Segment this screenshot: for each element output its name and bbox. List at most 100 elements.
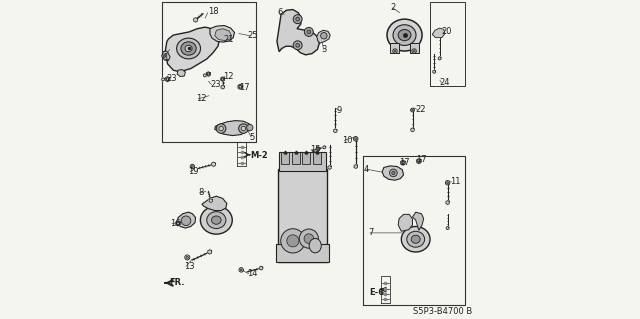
Ellipse shape (401, 226, 430, 252)
Ellipse shape (181, 42, 196, 55)
Polygon shape (401, 160, 405, 165)
Text: 20: 20 (441, 27, 452, 36)
Circle shape (355, 138, 356, 140)
Polygon shape (162, 78, 164, 81)
Ellipse shape (309, 239, 321, 253)
Circle shape (393, 49, 397, 53)
Polygon shape (277, 10, 319, 55)
Ellipse shape (407, 231, 424, 247)
Text: FR.: FR. (170, 278, 185, 287)
Text: 18: 18 (208, 7, 218, 16)
Polygon shape (210, 26, 234, 42)
Circle shape (353, 137, 358, 141)
Text: 22: 22 (416, 105, 426, 114)
Circle shape (304, 234, 314, 243)
Ellipse shape (185, 45, 192, 52)
Circle shape (216, 124, 226, 133)
Circle shape (413, 50, 415, 52)
Text: 4: 4 (364, 165, 369, 174)
Bar (390, 43, 399, 53)
Polygon shape (194, 18, 198, 22)
Polygon shape (238, 84, 243, 89)
Polygon shape (328, 166, 332, 169)
Text: 21: 21 (223, 35, 234, 44)
Circle shape (287, 235, 299, 247)
Bar (281, 152, 289, 164)
Ellipse shape (207, 212, 226, 228)
Circle shape (246, 124, 253, 131)
Circle shape (186, 256, 188, 259)
Polygon shape (417, 159, 421, 164)
Circle shape (239, 268, 243, 272)
Polygon shape (204, 74, 206, 77)
Text: 10: 10 (342, 136, 353, 145)
Polygon shape (398, 214, 413, 231)
Circle shape (394, 50, 396, 52)
Polygon shape (177, 70, 186, 77)
Ellipse shape (398, 30, 411, 41)
Polygon shape (215, 29, 231, 41)
Circle shape (219, 126, 223, 131)
Ellipse shape (393, 25, 416, 45)
Circle shape (321, 33, 327, 39)
Bar (302, 152, 310, 164)
Bar (292, 152, 300, 164)
Text: 5: 5 (249, 133, 255, 142)
Circle shape (239, 124, 248, 133)
Circle shape (390, 169, 397, 177)
Bar (276, 244, 329, 262)
Text: E-6: E-6 (369, 288, 385, 297)
Text: 13: 13 (184, 262, 195, 271)
Circle shape (307, 30, 311, 34)
Polygon shape (411, 128, 414, 132)
Text: 11: 11 (450, 177, 461, 186)
Text: 6: 6 (277, 8, 282, 17)
Polygon shape (162, 51, 170, 61)
Circle shape (447, 182, 449, 184)
Text: 12: 12 (223, 72, 233, 81)
Circle shape (163, 55, 164, 57)
Text: 25: 25 (247, 31, 257, 40)
Polygon shape (209, 199, 212, 203)
Polygon shape (333, 129, 337, 133)
Polygon shape (165, 77, 170, 82)
Text: 24: 24 (440, 78, 450, 87)
Circle shape (316, 147, 320, 151)
Polygon shape (221, 77, 225, 81)
Text: 23: 23 (167, 74, 177, 83)
Circle shape (300, 229, 319, 248)
Polygon shape (446, 226, 449, 230)
Circle shape (281, 229, 305, 253)
Polygon shape (413, 212, 424, 230)
Polygon shape (177, 212, 196, 228)
Polygon shape (438, 57, 441, 60)
Circle shape (181, 216, 191, 226)
Circle shape (240, 269, 242, 271)
Text: 7: 7 (368, 228, 373, 237)
Polygon shape (259, 266, 263, 270)
Bar (313, 152, 321, 164)
Polygon shape (446, 201, 449, 204)
Polygon shape (382, 166, 404, 180)
Polygon shape (165, 27, 220, 72)
Text: 15: 15 (310, 145, 320, 154)
Polygon shape (354, 165, 357, 168)
Polygon shape (212, 162, 216, 167)
Text: 14: 14 (246, 269, 257, 278)
Polygon shape (323, 146, 326, 149)
Text: 19: 19 (188, 167, 199, 176)
Text: 1: 1 (163, 53, 168, 62)
Circle shape (392, 171, 395, 174)
Circle shape (191, 166, 193, 167)
Text: M-2: M-2 (250, 151, 268, 160)
Polygon shape (432, 28, 445, 38)
Text: 2: 2 (390, 4, 396, 12)
Circle shape (293, 41, 302, 50)
Circle shape (412, 49, 417, 53)
Polygon shape (176, 221, 180, 226)
Circle shape (317, 148, 319, 150)
Circle shape (162, 54, 166, 58)
Circle shape (445, 181, 450, 185)
Ellipse shape (177, 38, 200, 59)
Bar (278, 169, 327, 262)
